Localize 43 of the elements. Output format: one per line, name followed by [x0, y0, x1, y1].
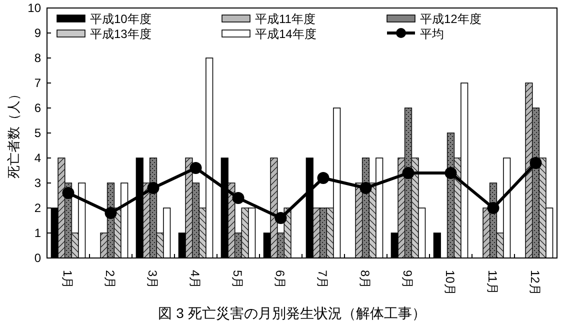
y-tick-label: 7: [34, 76, 42, 90]
point: [232, 192, 244, 204]
legend-label: 平成10年度: [90, 12, 152, 26]
y-tick-label: 1: [34, 226, 42, 240]
x-tick-label: 11月: [485, 270, 500, 294]
point: [402, 167, 414, 179]
point: [360, 182, 372, 194]
x-tick-label: 4月: [188, 270, 202, 289]
point: [487, 202, 500, 214]
legend-label: 平成13年度: [90, 27, 152, 41]
y-tick-label: 5: [34, 126, 42, 140]
x-tick-label: 1月: [60, 270, 74, 289]
x-tick-label: 6月: [272, 270, 287, 289]
x-tick-label: 9月: [400, 270, 414, 289]
point: [274, 212, 287, 224]
point: [104, 207, 117, 219]
legend-label: 平成12年度: [420, 12, 482, 26]
y-tick-label: 2: [34, 201, 42, 215]
point: [530, 157, 542, 169]
y-tick-label: 0: [34, 251, 42, 265]
text: 図 3 死亡災害の月別発生状況（解体工事）: [158, 305, 426, 321]
x-tick-label: 3月: [145, 270, 160, 289]
x-tick-label: 7月: [315, 270, 330, 289]
point: [190, 162, 202, 174]
x-tick-label: 5月: [230, 270, 244, 289]
point: [147, 182, 160, 194]
y-tick-label: 10: [28, 1, 42, 15]
x-tick-label: 8月: [358, 270, 372, 289]
y-tick-label: 8: [34, 51, 42, 65]
point: [317, 172, 330, 184]
y-tick-label: 9: [34, 26, 42, 40]
x-tick-label: 2月: [102, 270, 117, 289]
legend-label: 平均: [420, 27, 444, 41]
y-axis-title: 死亡者数（人）: [6, 88, 21, 178]
point: [444, 167, 457, 179]
point: [62, 187, 74, 199]
y-tick-label: 4: [34, 151, 42, 165]
legend-label: 平成11年度: [255, 12, 316, 26]
x-tick-label: 12月: [528, 270, 542, 296]
x-tick-label: 10月: [442, 270, 457, 296]
y-tick-label: 6: [34, 101, 42, 115]
legend-label: 平成14年度: [255, 27, 316, 41]
y-tick-label: 3: [34, 176, 42, 190]
